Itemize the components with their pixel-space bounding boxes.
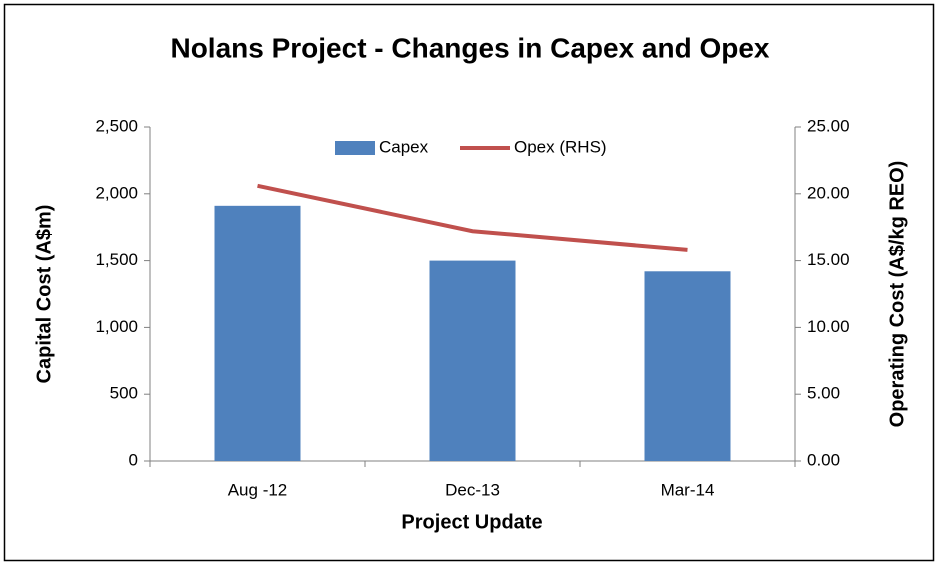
- y-axis-label: Capital Cost (A$m): [33, 205, 55, 384]
- bar: [214, 205, 301, 461]
- y-tick-label: 2,000: [95, 183, 138, 202]
- x-tick-label: Aug -12: [228, 480, 288, 499]
- chart-title: Nolans Project - Changes in Capex and Op…: [170, 32, 769, 63]
- y2-tick-label: 5.00: [807, 384, 840, 403]
- y2-axis-label: Operating Cost (A$/kg REO): [886, 161, 908, 428]
- y2-tick-label: 10.00: [807, 317, 850, 336]
- y-tick-label: 0: [129, 450, 138, 469]
- y-tick-label: 1,500: [95, 250, 138, 269]
- y-tick-label: 500: [110, 384, 138, 403]
- y2-tick-label: 0.00: [807, 450, 840, 469]
- y-tick-label: 1,000: [95, 317, 138, 336]
- y2-tick-label: 20.00: [807, 183, 850, 202]
- y2-tick-label: 15.00: [807, 250, 850, 269]
- legend-label: Capex: [379, 137, 429, 156]
- x-axis-label: Project Update: [401, 511, 542, 533]
- legend-label: Opex (RHS): [514, 137, 607, 156]
- legend-swatch: [335, 141, 375, 155]
- x-tick-label: Mar-14: [661, 480, 715, 499]
- bar: [429, 260, 516, 461]
- y-tick-label: 2,500: [95, 116, 138, 135]
- bar: [644, 271, 731, 461]
- x-tick-label: Dec-13: [445, 480, 500, 499]
- line-series: [257, 183, 688, 252]
- y2-tick-label: 25.00: [807, 116, 850, 135]
